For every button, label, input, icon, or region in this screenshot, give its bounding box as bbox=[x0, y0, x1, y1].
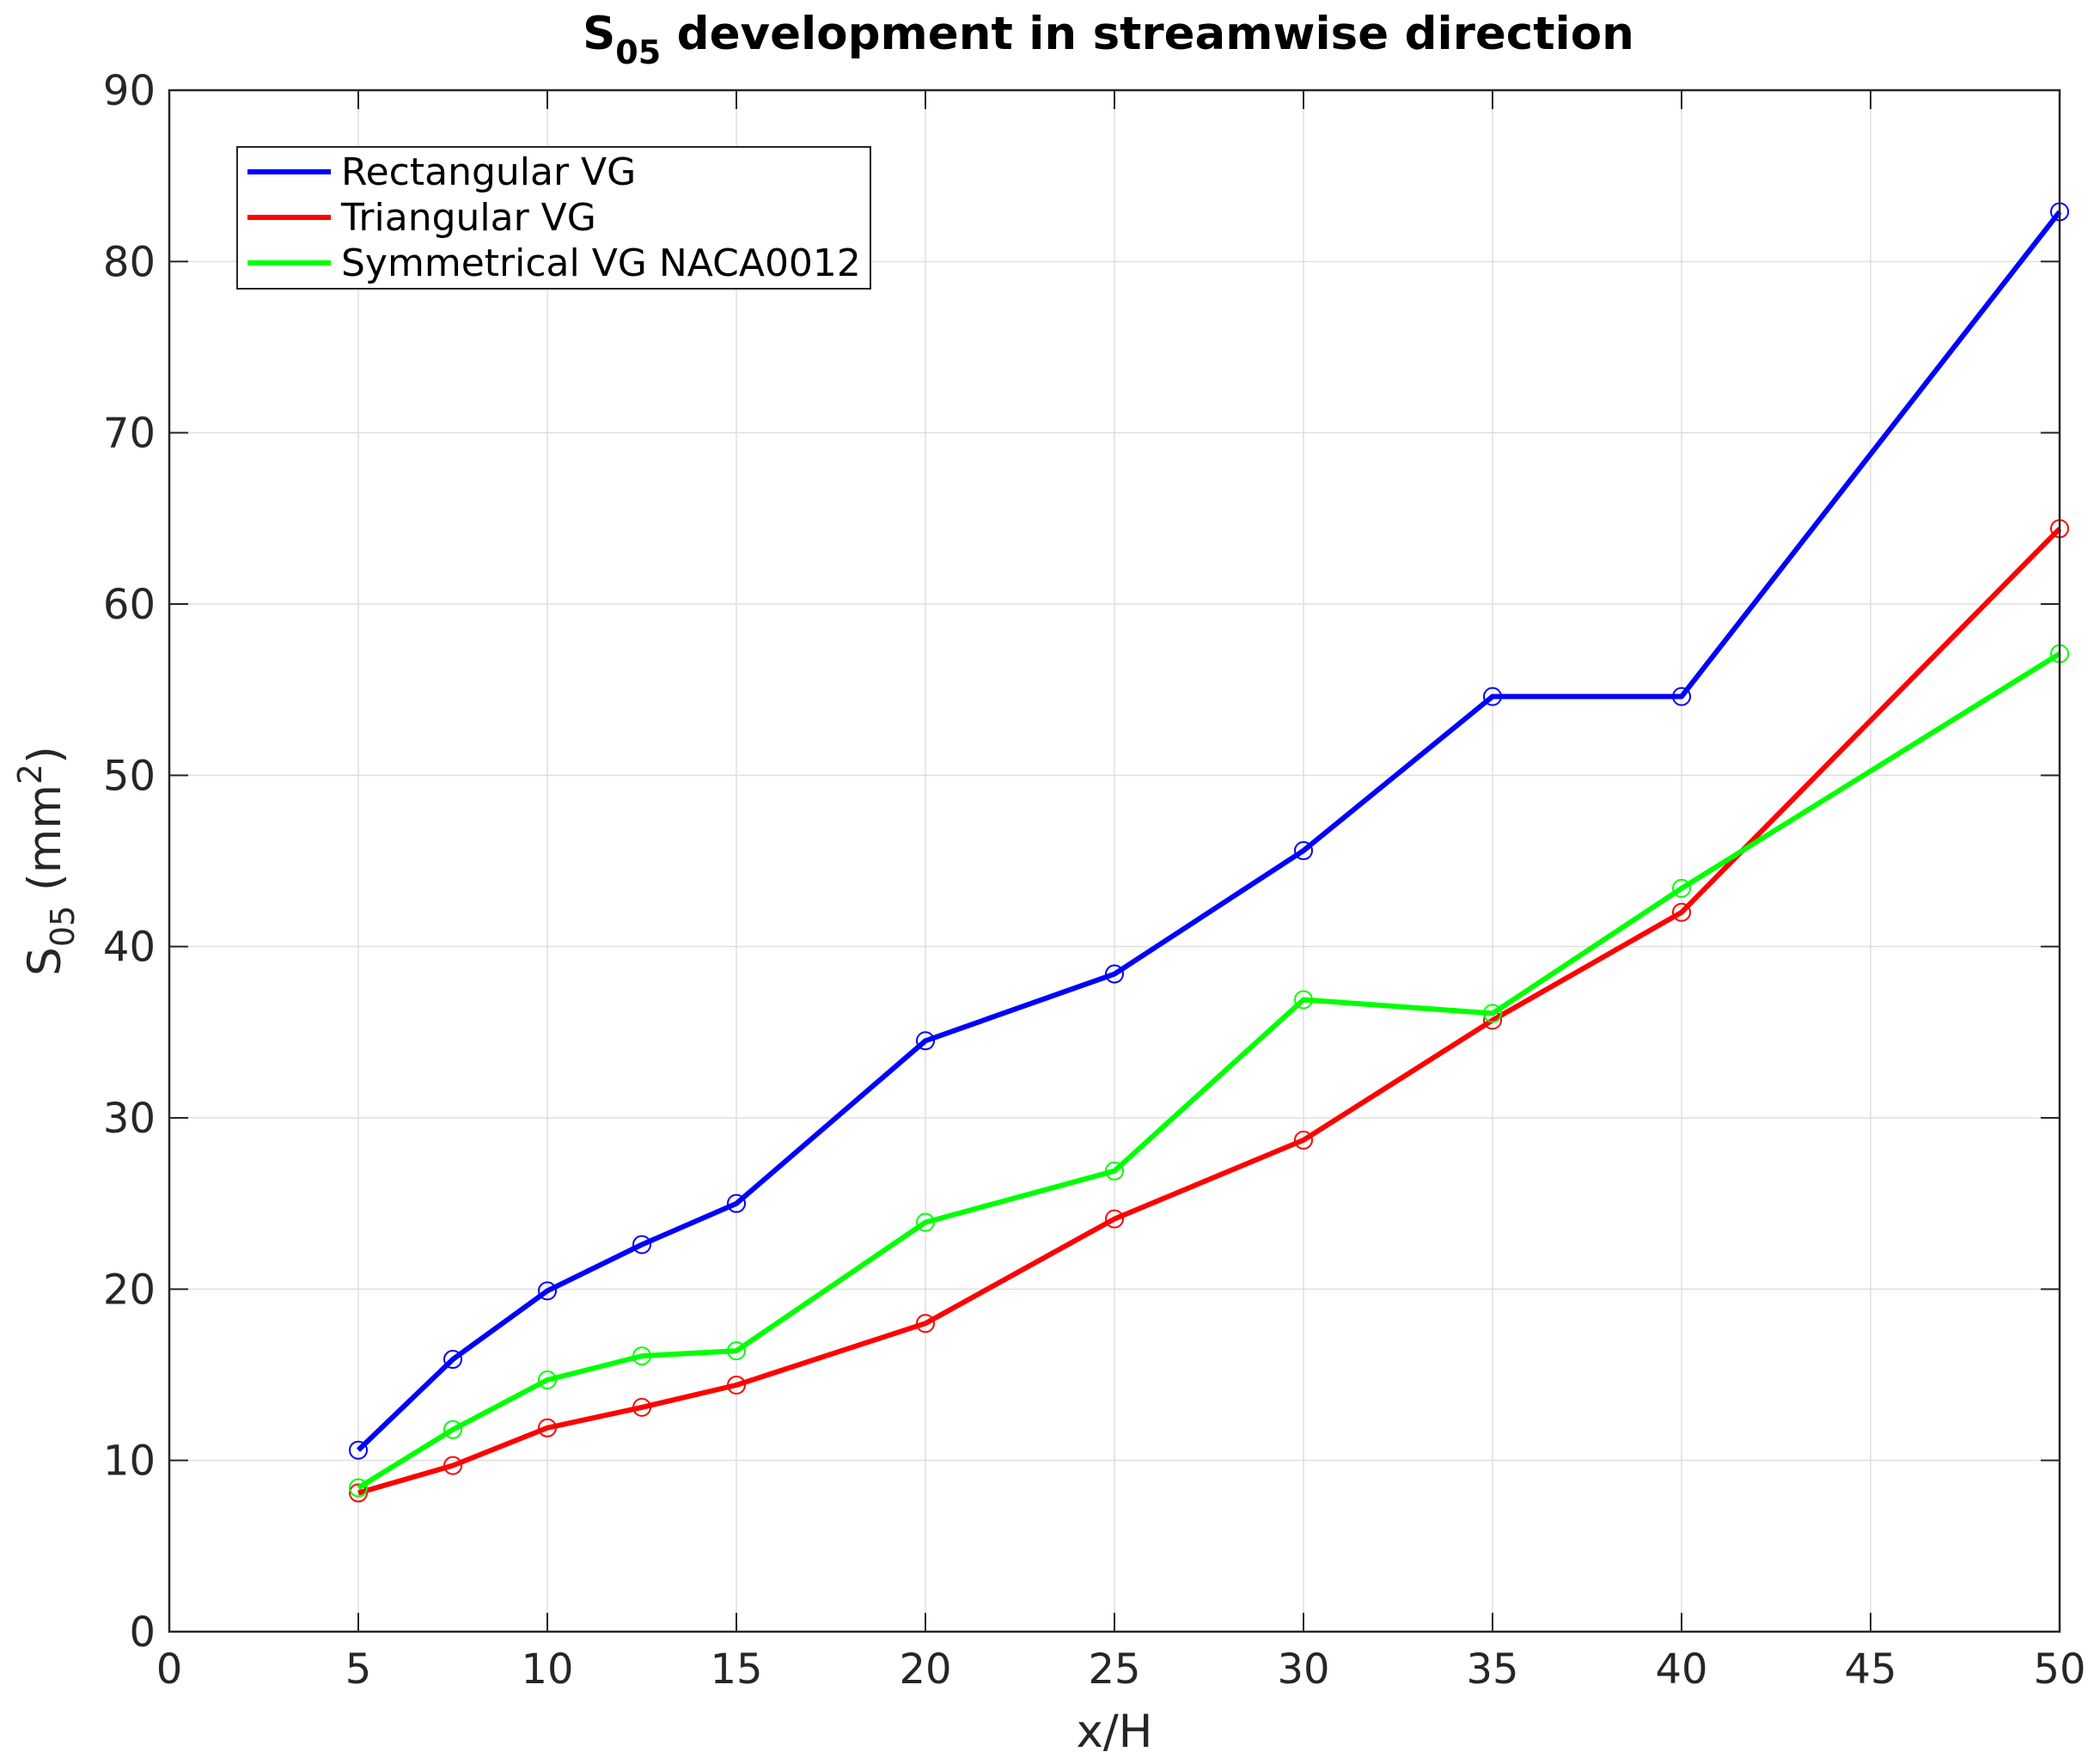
data-point-1 bbox=[1672, 902, 1691, 922]
data-point-0 bbox=[349, 1440, 368, 1460]
legend-label-rectangular: Rectangular VG bbox=[341, 150, 636, 194]
legend-label-symmetrical: Symmetrical VG NACA0012 bbox=[341, 241, 861, 285]
y-tick-label: 60 bbox=[103, 581, 156, 629]
data-point-0 bbox=[916, 1031, 935, 1051]
data-point-0 bbox=[632, 1235, 651, 1254]
y-axis-label: S05 (mm2) bbox=[11, 746, 82, 976]
y-tick-label: 0 bbox=[129, 1608, 156, 1657]
data-point-0 bbox=[1105, 964, 1124, 984]
series-layer bbox=[349, 202, 2069, 1503]
data-point-0 bbox=[1294, 841, 1313, 861]
y-tick-label: 80 bbox=[103, 238, 156, 286]
data-point-2 bbox=[632, 1346, 651, 1366]
data-point-2 bbox=[1105, 1161, 1124, 1181]
data-point-2 bbox=[916, 1212, 935, 1232]
data-point-2 bbox=[1483, 1004, 1502, 1023]
x-tick-label: 0 bbox=[156, 1645, 183, 1694]
x-tick-label: 45 bbox=[1844, 1645, 1896, 1694]
x-tick-label: 40 bbox=[1655, 1645, 1707, 1694]
data-point-0 bbox=[1483, 687, 1502, 706]
legend: Rectangular VG Triangular VG Symmetrical… bbox=[236, 146, 871, 290]
y-tick-label: 10 bbox=[103, 1437, 156, 1486]
x-tick-label: 20 bbox=[899, 1645, 951, 1694]
y-tick-label: 40 bbox=[103, 924, 156, 972]
y-tick-label: 70 bbox=[103, 410, 156, 458]
data-point-2 bbox=[727, 1341, 746, 1361]
y-tick-label: 30 bbox=[103, 1095, 156, 1143]
y-tick-label: 50 bbox=[103, 752, 156, 800]
data-point-1 bbox=[538, 1418, 557, 1437]
data-point-0 bbox=[727, 1193, 746, 1213]
data-point-0 bbox=[1672, 687, 1691, 706]
data-point-0 bbox=[538, 1281, 557, 1301]
series-line-1 bbox=[357, 527, 2062, 1496]
x-tick-label: 10 bbox=[521, 1645, 573, 1694]
y-tick-label: 20 bbox=[103, 1266, 156, 1314]
chart-title: S05 development in streamwise direction bbox=[583, 8, 1634, 71]
x-tick-label: 35 bbox=[1466, 1645, 1518, 1694]
data-point-0 bbox=[443, 1350, 462, 1370]
data-point-1 bbox=[916, 1314, 935, 1334]
data-point-2 bbox=[1672, 878, 1691, 898]
tick-marks: 0 5 10 15 20 25 30 35 40 45 50 0 10 20 30 40 50 60 70 80 90 bbox=[103, 67, 2086, 1694]
series-line-2 bbox=[357, 651, 2061, 1491]
x-tick-label: 30 bbox=[1277, 1645, 1329, 1694]
x-axis-label: x/H bbox=[1076, 1706, 1152, 1758]
legend-box bbox=[236, 146, 871, 290]
data-point-1 bbox=[1105, 1209, 1124, 1229]
data-point-2 bbox=[1294, 990, 1313, 1010]
x-tick-label: 5 bbox=[345, 1645, 372, 1694]
x-tick-label: 15 bbox=[710, 1645, 762, 1694]
data-point-1 bbox=[727, 1375, 746, 1395]
data-point-2 bbox=[538, 1370, 557, 1389]
data-point-1 bbox=[349, 1483, 368, 1503]
data-point-1 bbox=[1294, 1130, 1313, 1150]
data-point-1 bbox=[443, 1456, 462, 1475]
data-point-2 bbox=[443, 1419, 462, 1439]
y-tick-label: 90 bbox=[103, 67, 156, 115]
x-tick-label: 50 bbox=[2033, 1645, 2085, 1694]
data-point-2 bbox=[349, 1478, 368, 1498]
x-tick-label: 25 bbox=[1088, 1645, 1140, 1694]
data-point-1 bbox=[632, 1397, 651, 1417]
legend-label-triangular: Triangular VG bbox=[340, 196, 596, 240]
series-line-0 bbox=[356, 210, 2062, 1452]
